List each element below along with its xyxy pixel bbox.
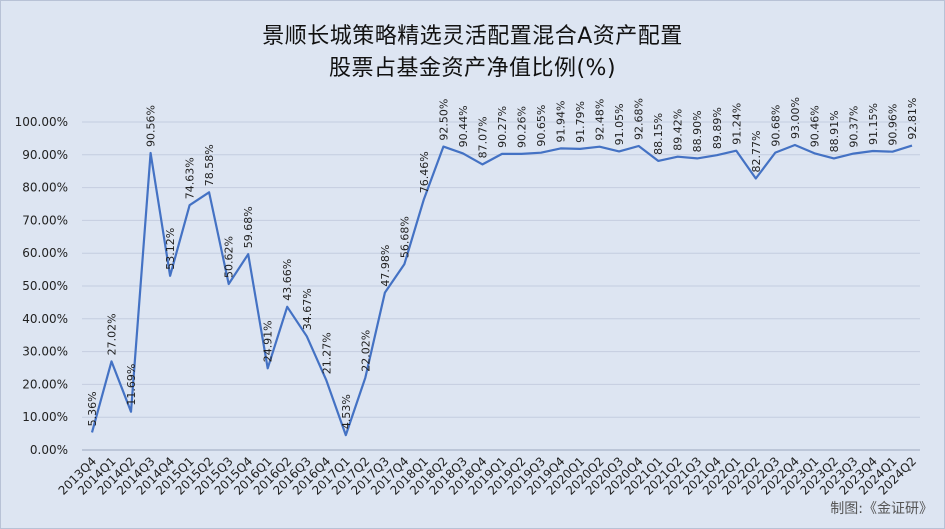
data-label: 91.24% xyxy=(730,103,743,145)
data-label: 90.65% xyxy=(535,105,548,147)
y-tick-label: 70.00% xyxy=(22,213,68,227)
y-tick-label: 60.00% xyxy=(22,246,68,260)
series-line-group xyxy=(90,143,913,437)
series-line xyxy=(90,143,913,437)
data-label: 90.27% xyxy=(496,106,509,148)
data-label: 24.91% xyxy=(262,320,275,362)
data-label: 91.79% xyxy=(574,101,587,143)
data-label: 4.53% xyxy=(340,394,353,429)
data-label: 88.91% xyxy=(828,110,841,152)
data-label: 78.58% xyxy=(203,144,216,186)
data-label: 91.94% xyxy=(555,100,568,142)
credit-text: 制图:《金证研》 xyxy=(830,501,933,517)
y-tick-label: 100.00% xyxy=(15,115,68,129)
data-labels: 5.36% 27.02% 11.69% 90.56% 53.12% 74.63% 78.58… xyxy=(86,97,919,429)
data-label: 91.05% xyxy=(613,103,626,145)
data-label: 88.15% xyxy=(652,113,665,155)
data-label: 27.02% xyxy=(106,313,119,355)
data-label: 22.02% xyxy=(359,330,372,372)
data-label: 90.68% xyxy=(769,105,782,147)
y-tick-label: 20.00% xyxy=(22,377,68,391)
data-label: 92.81% xyxy=(906,98,919,140)
data-label: 91.15% xyxy=(867,103,880,145)
data-label: 92.48% xyxy=(594,99,607,141)
data-label: 92.68% xyxy=(633,98,646,140)
data-label: 89.42% xyxy=(672,109,685,151)
data-label: 59.68% xyxy=(242,206,255,248)
y-tick-label: 40.00% xyxy=(22,312,68,326)
chart-title-line1: 景顺长城策略精选灵活配置混合A资产配置 xyxy=(262,24,683,49)
data-label: 93.00% xyxy=(789,97,802,139)
data-label: 87.07% xyxy=(476,116,489,158)
data-label: 90.46% xyxy=(808,105,821,147)
y-tick-label: 80.00% xyxy=(22,181,68,195)
data-label: 90.26% xyxy=(516,106,529,148)
data-label: 74.63% xyxy=(184,157,197,199)
data-label: 88.90% xyxy=(691,110,704,152)
data-label: 5.36% xyxy=(86,391,99,426)
y-tick-label: 90.00% xyxy=(22,148,68,162)
data-label: 82.77% xyxy=(750,131,763,173)
y-tick-label: 0.00% xyxy=(30,443,68,457)
data-label: 53.12% xyxy=(164,228,177,270)
data-label: 43.66% xyxy=(281,259,294,301)
chart-title-line2: 股票占基金资产净值比例(%) xyxy=(328,56,617,81)
data-label: 90.96% xyxy=(886,104,899,146)
y-axis-tick-labels: 0.00% 10.00% 20.00% 30.00% 40.00% 50.00% 60.00… xyxy=(15,115,68,457)
y-tick-label: 30.00% xyxy=(22,345,68,359)
data-label: 90.56% xyxy=(145,105,158,147)
data-label: 89.89% xyxy=(711,107,724,149)
data-label: 90.44% xyxy=(457,105,470,147)
data-label: 11.69% xyxy=(125,364,138,406)
data-label: 50.62% xyxy=(223,236,236,278)
data-label: 34.67% xyxy=(301,288,314,330)
data-label: 90.37% xyxy=(847,106,860,148)
y-tick-label: 50.00% xyxy=(22,279,68,293)
y-tick-label: 10.00% xyxy=(22,410,68,424)
data-label: 92.50% xyxy=(437,99,450,141)
data-label: 56.68% xyxy=(398,216,411,258)
x-axis-tick-labels: 2013Q42014Q12014Q22014Q32014Q42015Q12015… xyxy=(56,454,920,498)
data-label: 47.98% xyxy=(379,245,392,287)
data-label: 21.27% xyxy=(320,332,333,374)
data-label: 76.46% xyxy=(418,151,431,193)
